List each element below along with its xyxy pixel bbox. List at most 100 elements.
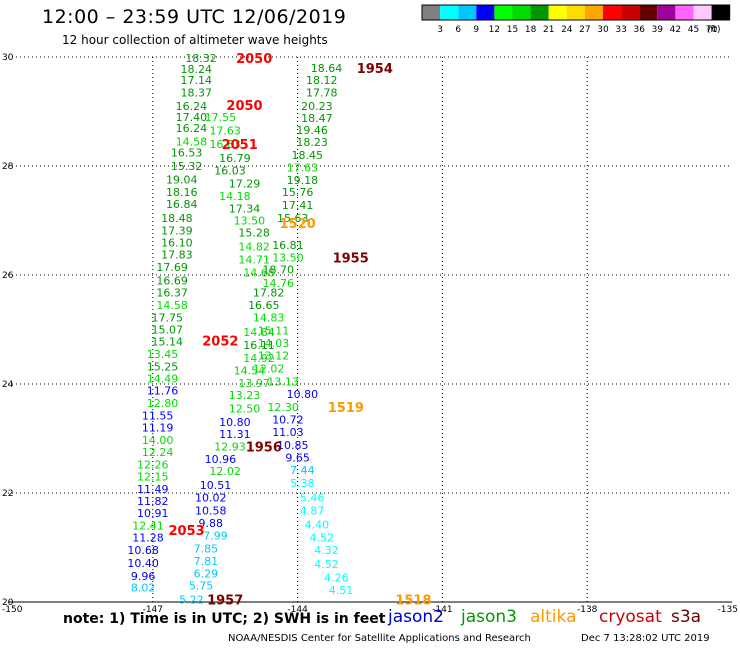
wave-height-value: 14.18 [219,190,251,203]
colorbar-swatch [639,5,658,20]
colorbar-tick-label: 45 [688,25,699,35]
wave-height-value: 7.99 [203,530,228,543]
wave-height-value: 13.23 [229,389,261,402]
wave-height-value: 5.46 [300,491,325,504]
colorbar-tick-label: 36 [633,25,645,35]
wave-height-value: 16.81 [272,239,304,252]
colorbar-tick-label: 9 [473,25,479,35]
wave-height-value: 17.41 [282,199,314,212]
latitude-tick-label: 22 [2,489,13,499]
wave-height-value: 11.82 [137,495,169,508]
colorbar-swatch [494,5,513,20]
wave-height-value: 14.84 [243,326,275,339]
wave-height-value: 10.40 [127,557,159,570]
wave-height-value: 17.82 [253,286,285,299]
wave-height-value: 7.44 [290,464,315,477]
credit-text: NOAA/NESDIS Center for Satellite Applica… [228,633,531,644]
wave-height-value: 12.24 [142,446,174,459]
wave-height-value: 17.83 [161,248,193,261]
wave-height-value: 16.53 [171,146,203,159]
pass-time-label: 1520 [280,217,316,232]
legend-cryosat: cryosat [599,607,662,627]
wave-height-value: 10.72 [272,413,304,426]
colorbar-swatch [530,5,549,20]
pass-time-label: 1956 [246,441,282,456]
wave-height-value: 11.03 [272,426,304,439]
wave-height-value: 18.37 [180,86,212,99]
colorbar-frame [421,4,731,21]
colorbar-swatch [711,5,730,20]
wave-height-value: 8.02 [131,581,156,594]
wave-height-value: 18.16 [166,186,198,199]
wave-height-value: 17.78 [306,86,338,99]
longitude-tick-label: -141 [432,605,452,615]
pass-time-label: 2050 [226,99,262,114]
wave-height-value: 10.02 [195,491,227,504]
wave-height-value: 14.76 [263,277,295,290]
wave-height-value: 10.80 [219,416,251,429]
wave-height-value: 16.10 [161,236,193,249]
wave-height-value: 7.81 [194,555,219,568]
colorbar-tick-label: 12 [489,25,500,35]
legend-s3a: s3a [671,607,702,627]
wave-height-value: 10.80 [287,388,319,401]
wave-height-value: 18.70 [263,264,295,277]
wave-height-value: 5.22 [179,593,204,606]
wave-height-value: 11.19 [142,422,174,435]
wave-height-value: 18.24 [180,63,212,76]
colorbar-swatch [476,5,495,20]
colorbar-tick-label: 33 [615,25,626,35]
color-scale-legend: 3 6 9 12 15 18 21 24 27 30 33 36 39 42 45 70(ft) [421,4,731,35]
wave-height-value: 16.84 [166,198,198,211]
colorbar-tick-label: 39 [652,25,664,35]
wave-height-value: 18.32 [185,52,217,65]
wave-height-value: 9.65 [285,452,310,465]
wave-height-value: 12.50 [229,403,261,416]
wave-height-value: 14.68 [243,266,275,279]
wave-height-value: 16.24 [176,100,208,113]
wave-height-value: 18.23 [296,136,328,149]
wave-height-value: 14.83 [253,312,285,325]
wave-height-value: 16.11 [243,339,275,352]
wave-height-value: 4.26 [324,571,349,584]
wave-height-value: 12.30 [267,401,299,414]
wave-height-value: 15.32 [171,160,203,173]
wave-height-value: 17.69 [156,261,188,274]
colorbar-tick-label: 70 [706,25,718,35]
wave-height-value: 11.76 [147,385,179,398]
colorbar-tick-label: 3 [437,25,443,35]
wave-height-value: 16.24 [176,122,208,135]
latitude-tick-label: 26 [2,271,14,281]
wave-height-value: 17.29 [229,177,261,190]
wave-height-value: 10.68 [127,544,159,557]
wave-height-value: 17.63 [209,125,241,138]
legend-altika: altika [530,607,577,627]
wave-height-value: 16.69 [156,274,188,287]
wave-height-value: 14.82 [238,241,270,254]
pass-time-label: 2053 [168,524,204,539]
generation-timestamp: Dec 7 13:28:02 UTC 2019 [581,633,710,644]
wave-height-value: 15.07 [152,324,184,337]
wave-height-value: 10.91 [137,507,169,520]
colorbar-swatch [548,5,567,20]
legend-jason3: jason3 [461,607,517,627]
map-title: 12:00 – 23:59 UTC 12/06/2019 [42,6,347,28]
wave-height-value: 12.93 [214,441,246,454]
wave-height-value: 11.28 [132,532,164,545]
colorbar-swatch [422,5,441,20]
pass-time-label: 1955 [333,252,369,267]
wave-height-value: 17.14 [180,74,212,87]
wave-height-value: 14.00 [142,434,174,447]
wave-height-value: 15.76 [282,186,314,199]
wave-height-value: 13.13 [267,375,299,388]
wave-height-value: 17.34 [229,203,261,216]
wave-height-value: 17.75 [152,312,184,325]
wave-height-value: 19.18 [287,174,319,187]
wave-height-value: 11.49 [137,483,169,496]
pass-time-label: 1519 [328,401,364,416]
colorbar-tick-label: 30 [597,25,609,35]
latitude-tick-label: 20 [2,598,14,608]
wave-height-observations: 18.3218.2417.1418.3716.2417.4016.2414.58… [127,52,353,606]
wave-height-value: 11.55 [142,410,174,423]
wave-height-value: 10.85 [277,439,309,452]
